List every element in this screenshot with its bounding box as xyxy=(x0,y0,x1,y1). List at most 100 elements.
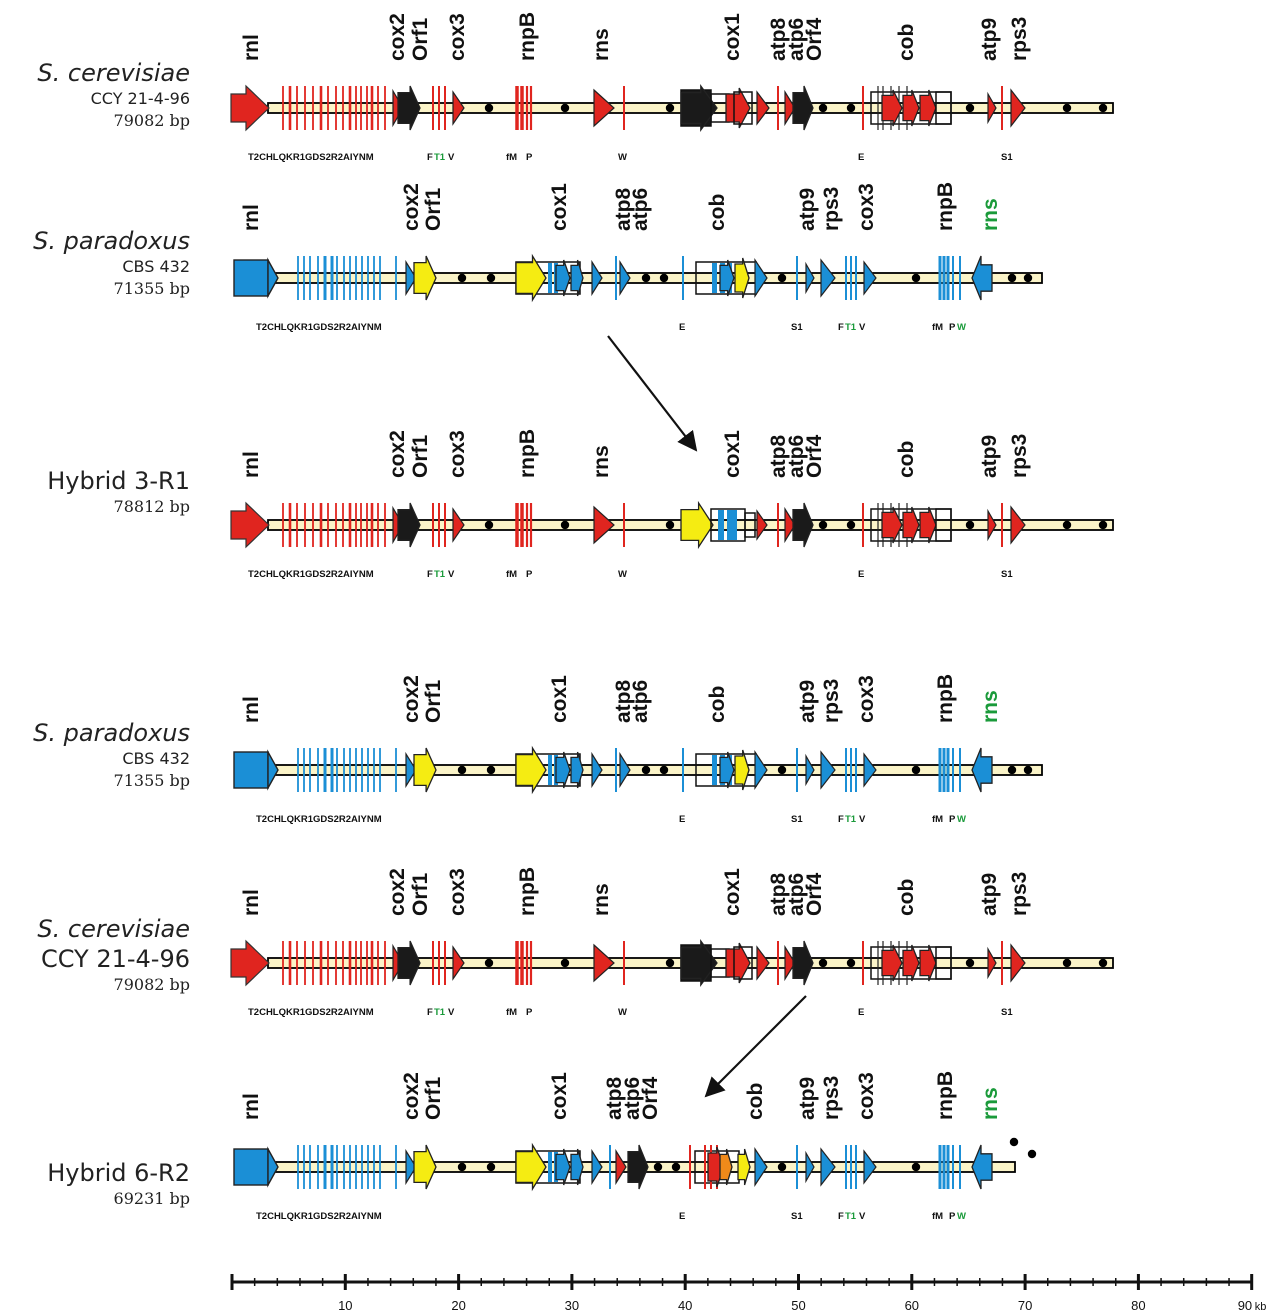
gene-arrow xyxy=(754,1147,768,1187)
gene-label: cob xyxy=(744,1083,767,1120)
trna-label: P xyxy=(949,1211,956,1222)
gene-label: rnl xyxy=(240,696,263,723)
gene-arrow xyxy=(756,509,768,541)
trna-label: V xyxy=(448,569,455,580)
rnl-gene xyxy=(233,1148,269,1186)
gene-label: rnpB xyxy=(934,1071,957,1120)
marker-dot xyxy=(1098,520,1108,530)
gene-label: atp6 xyxy=(785,873,808,916)
marker-dot xyxy=(484,958,494,968)
trna-label: F xyxy=(427,152,433,163)
gene-label: cox2 xyxy=(400,183,423,231)
gene-arrow xyxy=(1010,88,1026,128)
marker-dot xyxy=(484,520,494,530)
gene-label: atp9 xyxy=(796,680,819,723)
scale-tick-label: 20 xyxy=(451,1298,465,1313)
genome-size: 71355 bp xyxy=(113,279,190,298)
gene-label: atp8 xyxy=(767,435,790,479)
marker-dot xyxy=(911,273,921,283)
marker-dot xyxy=(560,958,570,968)
exon-box xyxy=(744,512,756,538)
gene-label: cob xyxy=(895,24,918,61)
trna-label: fM xyxy=(932,322,943,333)
gene-label: atp9 xyxy=(978,435,1001,478)
gene-label: cox1 xyxy=(721,13,744,61)
gene-arrow xyxy=(719,751,735,789)
trna-label: S1 xyxy=(791,1211,803,1222)
scale-bar: 10 20 30 40 50 60 70 80 90 kb xyxy=(230,1274,1266,1313)
marker-dot xyxy=(818,103,828,113)
scale-tick-label: 40 xyxy=(678,1298,692,1313)
marker-dot xyxy=(846,520,856,530)
strain-name: S. cerevisiae xyxy=(37,915,190,943)
gene-label: cox3 xyxy=(446,13,469,61)
marker-dot xyxy=(1009,1137,1019,1147)
trna-label: V xyxy=(448,1007,455,1018)
gene-label: rnpB xyxy=(934,674,957,723)
trna-label: S1 xyxy=(791,814,803,825)
gene-arrow xyxy=(570,751,584,789)
strain-id: CBS 432 xyxy=(122,749,190,768)
gene-arrow xyxy=(570,259,584,297)
trna-label: V xyxy=(859,814,866,825)
scale-tick-label: 70 xyxy=(1018,1298,1032,1313)
gene-label: rnpB xyxy=(934,182,957,231)
marker-dot xyxy=(965,103,975,113)
gene-label: rnl xyxy=(240,34,263,61)
gene-arrow xyxy=(680,939,718,987)
map-label-h62: Hybrid 6-R2 69231 bp xyxy=(0,1158,190,1210)
gene-arrow xyxy=(515,1142,547,1192)
trna-label: W xyxy=(957,814,966,825)
gene-arrow xyxy=(619,751,631,789)
rnl-gene xyxy=(230,939,270,987)
gene-arrow xyxy=(754,258,768,298)
gene-label: atp9 xyxy=(978,18,1001,61)
gene-arrow xyxy=(725,87,751,129)
gene-label: atp6 xyxy=(621,1077,644,1120)
gene-arrow xyxy=(971,1144,993,1190)
gene-arrow xyxy=(405,751,417,789)
marker-dot xyxy=(1098,103,1108,113)
gene-arrow xyxy=(919,89,937,127)
marker-dot xyxy=(1098,958,1108,968)
recombination-arrow-2 xyxy=(704,995,807,1098)
trna-label: F xyxy=(427,1007,433,1018)
gene-label: cox3 xyxy=(855,1072,878,1120)
gene-label: rnpB xyxy=(516,867,539,916)
gene-arrow xyxy=(987,508,997,542)
backbone xyxy=(269,764,1043,776)
gene-arrow xyxy=(784,944,796,982)
gene-label: cox3 xyxy=(855,675,878,723)
gene-label: rnl xyxy=(240,1093,263,1120)
trna-label: T1 xyxy=(845,1211,857,1222)
trna-label: T1 xyxy=(845,814,857,825)
gene-arrow xyxy=(719,1148,733,1186)
trna-label: E xyxy=(679,1211,685,1222)
gene-arrow xyxy=(593,88,615,128)
trna-label: T2CHLQKR1GDS2R2AIYNM xyxy=(248,1007,374,1018)
scale-tick-label: 90 xyxy=(1238,1298,1252,1313)
gene-arrow xyxy=(413,255,437,301)
map-label-sp2: S. paradoxus CBS 432 71355 bp xyxy=(0,718,190,792)
rnl-gene xyxy=(233,751,269,789)
trna-label: fM xyxy=(506,1007,517,1018)
rnl-gene-tip xyxy=(267,1146,279,1188)
gene-arrow xyxy=(919,944,937,982)
exon-box xyxy=(935,946,952,980)
trna-label: T2CHLQKR1GDS2R2AIYNM xyxy=(248,152,374,163)
trna-label: F xyxy=(838,322,844,333)
strain-name: S. paradoxus xyxy=(33,227,190,255)
marker-dot xyxy=(1027,1149,1037,1159)
gene-arrow xyxy=(820,750,836,790)
gene-label: atp8 xyxy=(767,873,790,917)
trna-label: T2CHLQKR1GDS2R2AIYNM xyxy=(256,814,382,825)
gene-label: rnpB xyxy=(516,429,539,478)
marker-dot xyxy=(560,520,570,530)
gene-arrow xyxy=(452,90,465,126)
backbone xyxy=(269,272,1043,284)
gene-label: atp9 xyxy=(796,1077,819,1120)
marker-dot xyxy=(965,958,975,968)
